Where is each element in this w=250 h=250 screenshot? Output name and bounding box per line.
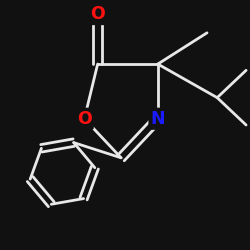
Text: N: N xyxy=(150,110,165,128)
Text: O: O xyxy=(90,5,105,23)
Text: O: O xyxy=(77,110,92,128)
